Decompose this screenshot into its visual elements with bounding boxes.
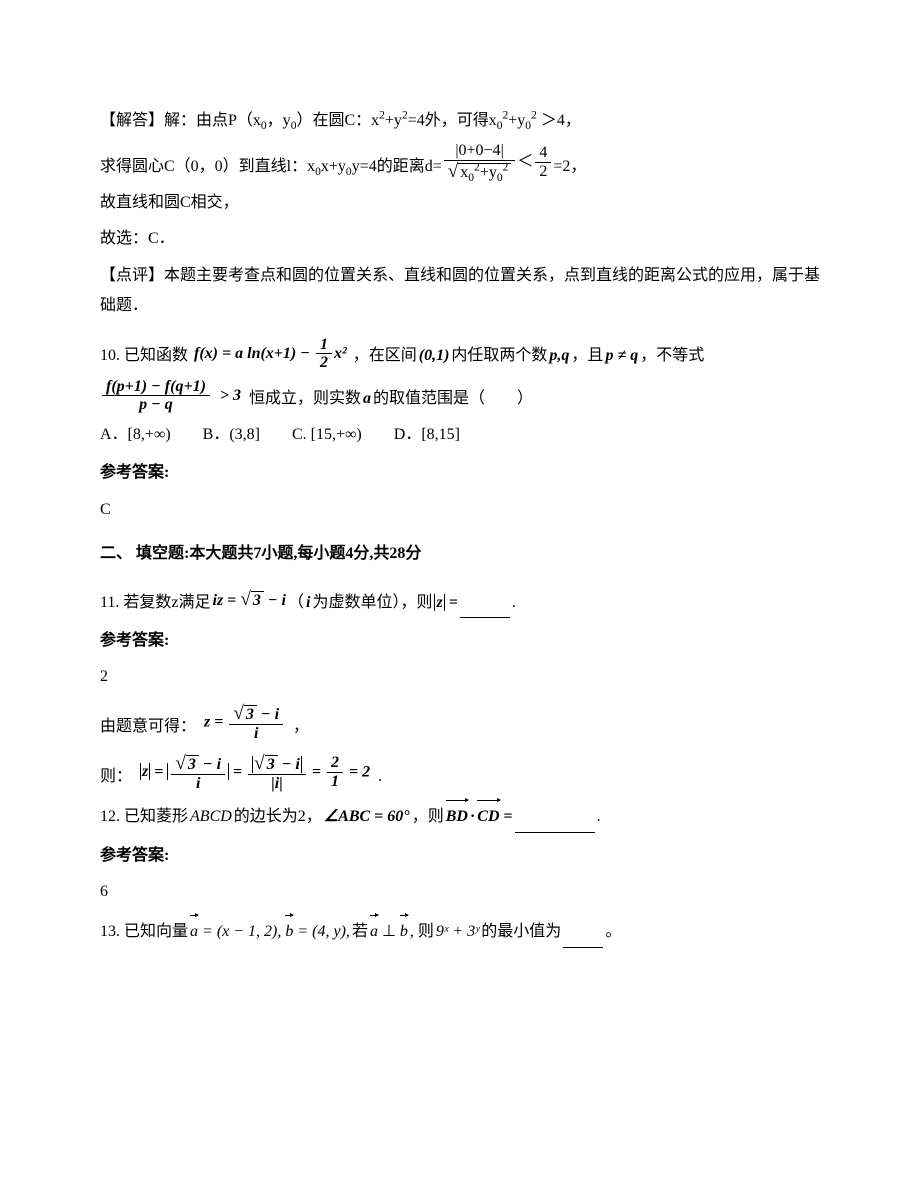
- option-b: B．(3,8]: [203, 426, 260, 443]
- angle: ∠ABC = 60°: [324, 802, 410, 832]
- text: （: [288, 588, 304, 618]
- text: ＞4，: [537, 112, 581, 129]
- modz-chain: z = √3 − ii = √3 − i|i| = 21 = 2: [134, 753, 376, 793]
- q10-stem-line2: f(p+1) − f(q+1) p − q > 3 恒成立，则实数 a 的取值范…: [100, 378, 830, 414]
- option-d: D．[8,15]: [394, 426, 460, 443]
- text: 求得圆心C（0，0）到直线l：x0x+y0y=4的距离d=: [100, 152, 442, 182]
- q11-answer-label: 参考答案:: [100, 626, 830, 656]
- text: 内任取两个数: [451, 341, 547, 371]
- p-neq-q: p ≠ q: [605, 341, 638, 371]
- q13-stem: 13. 已知向量 a = (x − 1, 2), b = (4, y), 若 a…: [100, 917, 830, 947]
- option-a: A．[8,+∞): [100, 426, 171, 443]
- text: ，则: [412, 802, 444, 832]
- period: .: [597, 802, 601, 832]
- q12-stem: 12. 已知菱形 ABCD 的边长为2， ∠ABC = 60° ，则 BD·CD…: [100, 802, 830, 832]
- text: 【解答】解：由点P（x: [100, 112, 261, 129]
- text: =4外，可得x: [408, 112, 497, 129]
- text: ）在圆C：x: [296, 112, 379, 129]
- q12-answer: 6: [100, 877, 830, 907]
- text: 由题意可得：: [100, 712, 196, 742]
- text: 若: [352, 917, 368, 947]
- z-formula: z = √3 − ii: [198, 703, 291, 743]
- text: 为虚数单位），则: [312, 588, 432, 618]
- denominator: 2: [535, 163, 551, 181]
- bd-dot-cd: BD·CD =: [446, 802, 513, 832]
- fraction-4-over-2: 4 2: [535, 144, 551, 180]
- q9-solution-line4: 故选：C．: [100, 224, 830, 254]
- interval: (0,1): [419, 341, 450, 371]
- text: +y: [508, 112, 525, 129]
- pq: p,q: [549, 341, 569, 371]
- blank: [563, 931, 603, 948]
- i: i: [306, 588, 310, 618]
- distance-fraction: |0+0−4| √x02+y02: [444, 142, 516, 182]
- text: 的取值范围是（ ）: [373, 384, 533, 414]
- text: ，在区间: [353, 341, 417, 371]
- q10-stem-line1: 10. 已知函数 f(x) = a ln(x+1) − 12x² ，在区间 (0…: [100, 336, 830, 372]
- q9-comment: 【点评】本题主要考查点和圆的位置关系、直线和圆的位置关系，点到直线的距离公式的应…: [100, 261, 830, 322]
- period: .: [512, 588, 516, 618]
- text: 12. 已知菱形: [100, 802, 188, 832]
- difference-quotient: f(p+1) − f(q+1) p − q: [102, 378, 210, 414]
- a: a: [363, 384, 371, 414]
- denominator: p − q: [102, 396, 210, 414]
- text: 的边长为2，: [234, 802, 322, 832]
- perp-cond: a ⊥ b: [370, 917, 408, 947]
- text: ，: [293, 712, 309, 742]
- numerator: 4: [535, 144, 551, 163]
- vectors: a = (x − 1, 2), b = (4, y),: [190, 917, 350, 947]
- text: .: [378, 762, 382, 792]
- text: 恒成立，则实数: [243, 384, 361, 414]
- text: 的最小值为: [481, 917, 561, 947]
- q10-answer-label: 参考答案:: [100, 458, 830, 488]
- blank: [460, 601, 510, 618]
- q11-answer: 2: [100, 662, 830, 692]
- blank: [515, 816, 595, 833]
- period: 。: [605, 917, 621, 947]
- q9-solution-line1: 【解答】解：由点P（x0，y0）在圆C：x2+y2=4外，可得x02+y02 ＞…: [100, 106, 830, 136]
- denominator: √x02+y02: [444, 161, 516, 182]
- q11-deriv2: 则： z = √3 − ii = √3 − i|i| = 21 = 2 .: [100, 753, 830, 793]
- text: 则：: [100, 762, 132, 792]
- numerator: f(p+1) − f(q+1): [102, 378, 210, 397]
- gt3: > 3: [214, 381, 241, 411]
- section2-header: 二、 填空题:本大题共7小题,每小题4分,共28分: [100, 539, 830, 569]
- numerator: |0+0−4|: [444, 142, 516, 161]
- fx-formula: f(x) = a ln(x+1) − 12x²: [190, 336, 351, 372]
- expr: 9ˣ + 3ʸ: [436, 917, 479, 947]
- sub: 0: [497, 120, 503, 132]
- q9-solution-line2: 求得圆心C（0，0）到直线l：x0x+y0y=4的距离d= |0+0−4| √x…: [100, 142, 830, 182]
- text: 11. 若复数z满足: [100, 588, 211, 618]
- abcd: ABCD: [190, 802, 232, 832]
- text: ，且: [571, 341, 603, 371]
- option-c: C. [15,+∞): [292, 426, 362, 443]
- text: 10. 已知函数: [100, 341, 188, 371]
- less-than: ＜: [517, 147, 533, 177]
- q9-solution-line3: 故直线和圆C相交，: [100, 188, 830, 218]
- q10-answer: C: [100, 495, 830, 525]
- modz: z =: [434, 588, 457, 618]
- q12-answer-label: 参考答案:: [100, 841, 830, 871]
- q11-deriv1: 由题意可得： z = √3 − ii ，: [100, 703, 830, 743]
- text: , 则: [410, 917, 434, 947]
- text: +y: [385, 112, 402, 129]
- q11-stem: 11. 若复数z满足 iz = √3 − i （ i 为虚数单位），则 z = …: [100, 582, 830, 618]
- q10-options: A．[8,+∞) B．(3,8] C. [15,+∞) D．[8,15]: [100, 420, 830, 450]
- iz-eq: iz = √3 − i: [213, 582, 286, 618]
- text: ，y: [267, 112, 291, 129]
- text: ，不等式: [640, 341, 704, 371]
- text: 13. 已知向量: [100, 917, 188, 947]
- text: =2，: [553, 152, 586, 182]
